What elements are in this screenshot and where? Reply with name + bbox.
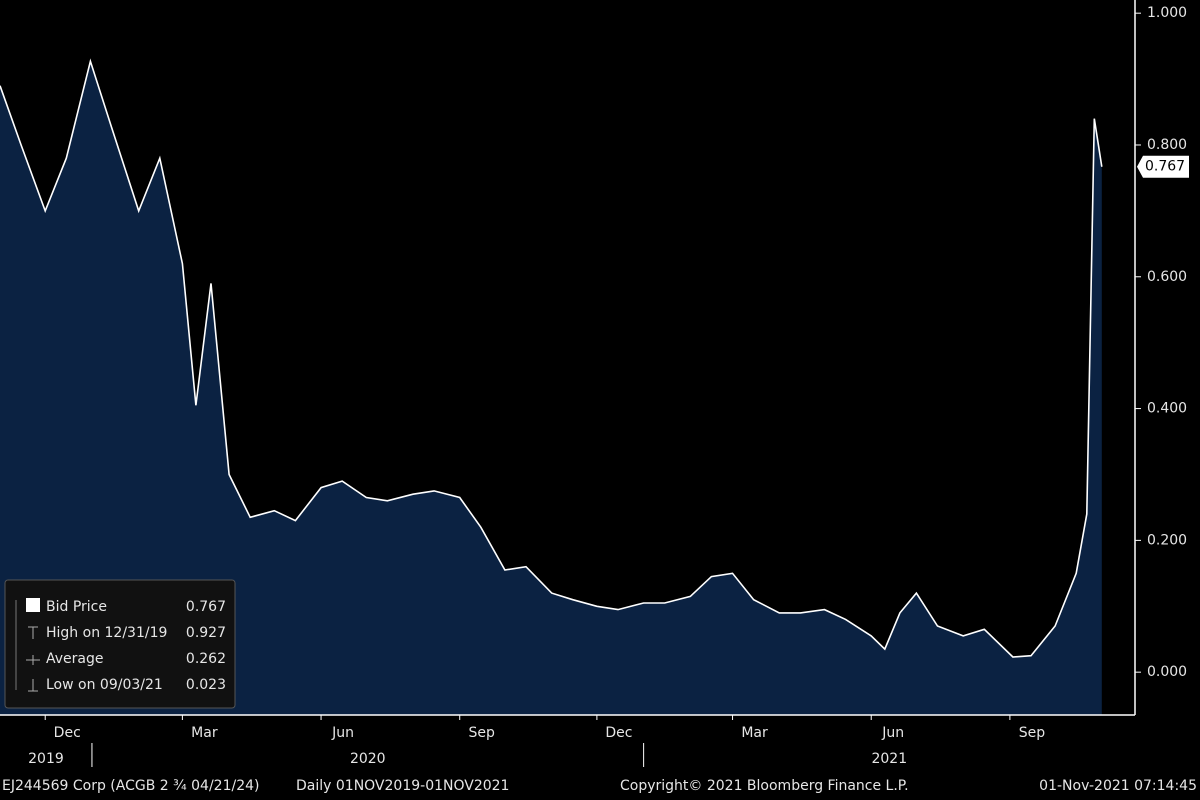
x-tick-label: Dec [54,725,81,741]
area [0,61,1102,716]
year-label: 2019 [28,751,64,767]
y-tick-label: 0.200 [1147,532,1187,548]
x-tick-label: Jun [881,725,904,741]
y-tick-label: 0.800 [1147,137,1187,153]
y-tick-label: 0.000 [1147,664,1187,680]
legend-label: Low on 09/03/21 [46,677,163,693]
legend-icon [28,626,38,639]
legend-value: 0.262 [186,651,226,667]
legend-icon [28,679,38,692]
last-value-label: 0.767 [1145,159,1185,175]
y-tick-label: 1.000 [1147,5,1187,21]
y-tick-label: 0.400 [1147,401,1187,417]
y-tick-label: 0.600 [1147,269,1187,285]
legend-value: 0.927 [186,625,226,641]
legend-box [4,579,236,709]
year-label: 2020 [350,751,386,767]
x-tick-label: Mar [741,725,768,741]
legend-label: Average [46,651,104,667]
footer-security: EJ244569 Corp (ACGB 2 ¾ 04/21/24) [2,778,260,794]
legend-icon [26,655,40,665]
legend-value: 0.767 [186,599,226,615]
last-value-box [1137,155,1189,178]
line [0,58,1103,658]
x-tick-label: Dec [605,725,632,741]
plot-area [0,58,1103,716]
footer-copyright: Copyright© 2021 Bloomberg Finance L.P. [620,778,909,794]
legend-label: High on 12/31/19 [46,625,167,641]
legend-label: Bid Price [46,599,107,615]
x-tick-label: Mar [191,725,218,741]
year-label: 2021 [871,751,907,767]
x-tick-label: Sep [1019,725,1046,741]
footer-period: Daily 01NOV2019-01NOV2021 [296,778,509,794]
legend-value: 0.023 [186,677,226,693]
legend-swatch [26,598,40,612]
x-tick-label: Sep [469,725,496,741]
footer-timestamp: 01-Nov-2021 07:14:45 [1039,778,1197,794]
legend: Bid Price 0.767 High on 12/31/19 0.927 Ave… [4,579,236,709]
x-tick-label: Jun [331,725,354,741]
